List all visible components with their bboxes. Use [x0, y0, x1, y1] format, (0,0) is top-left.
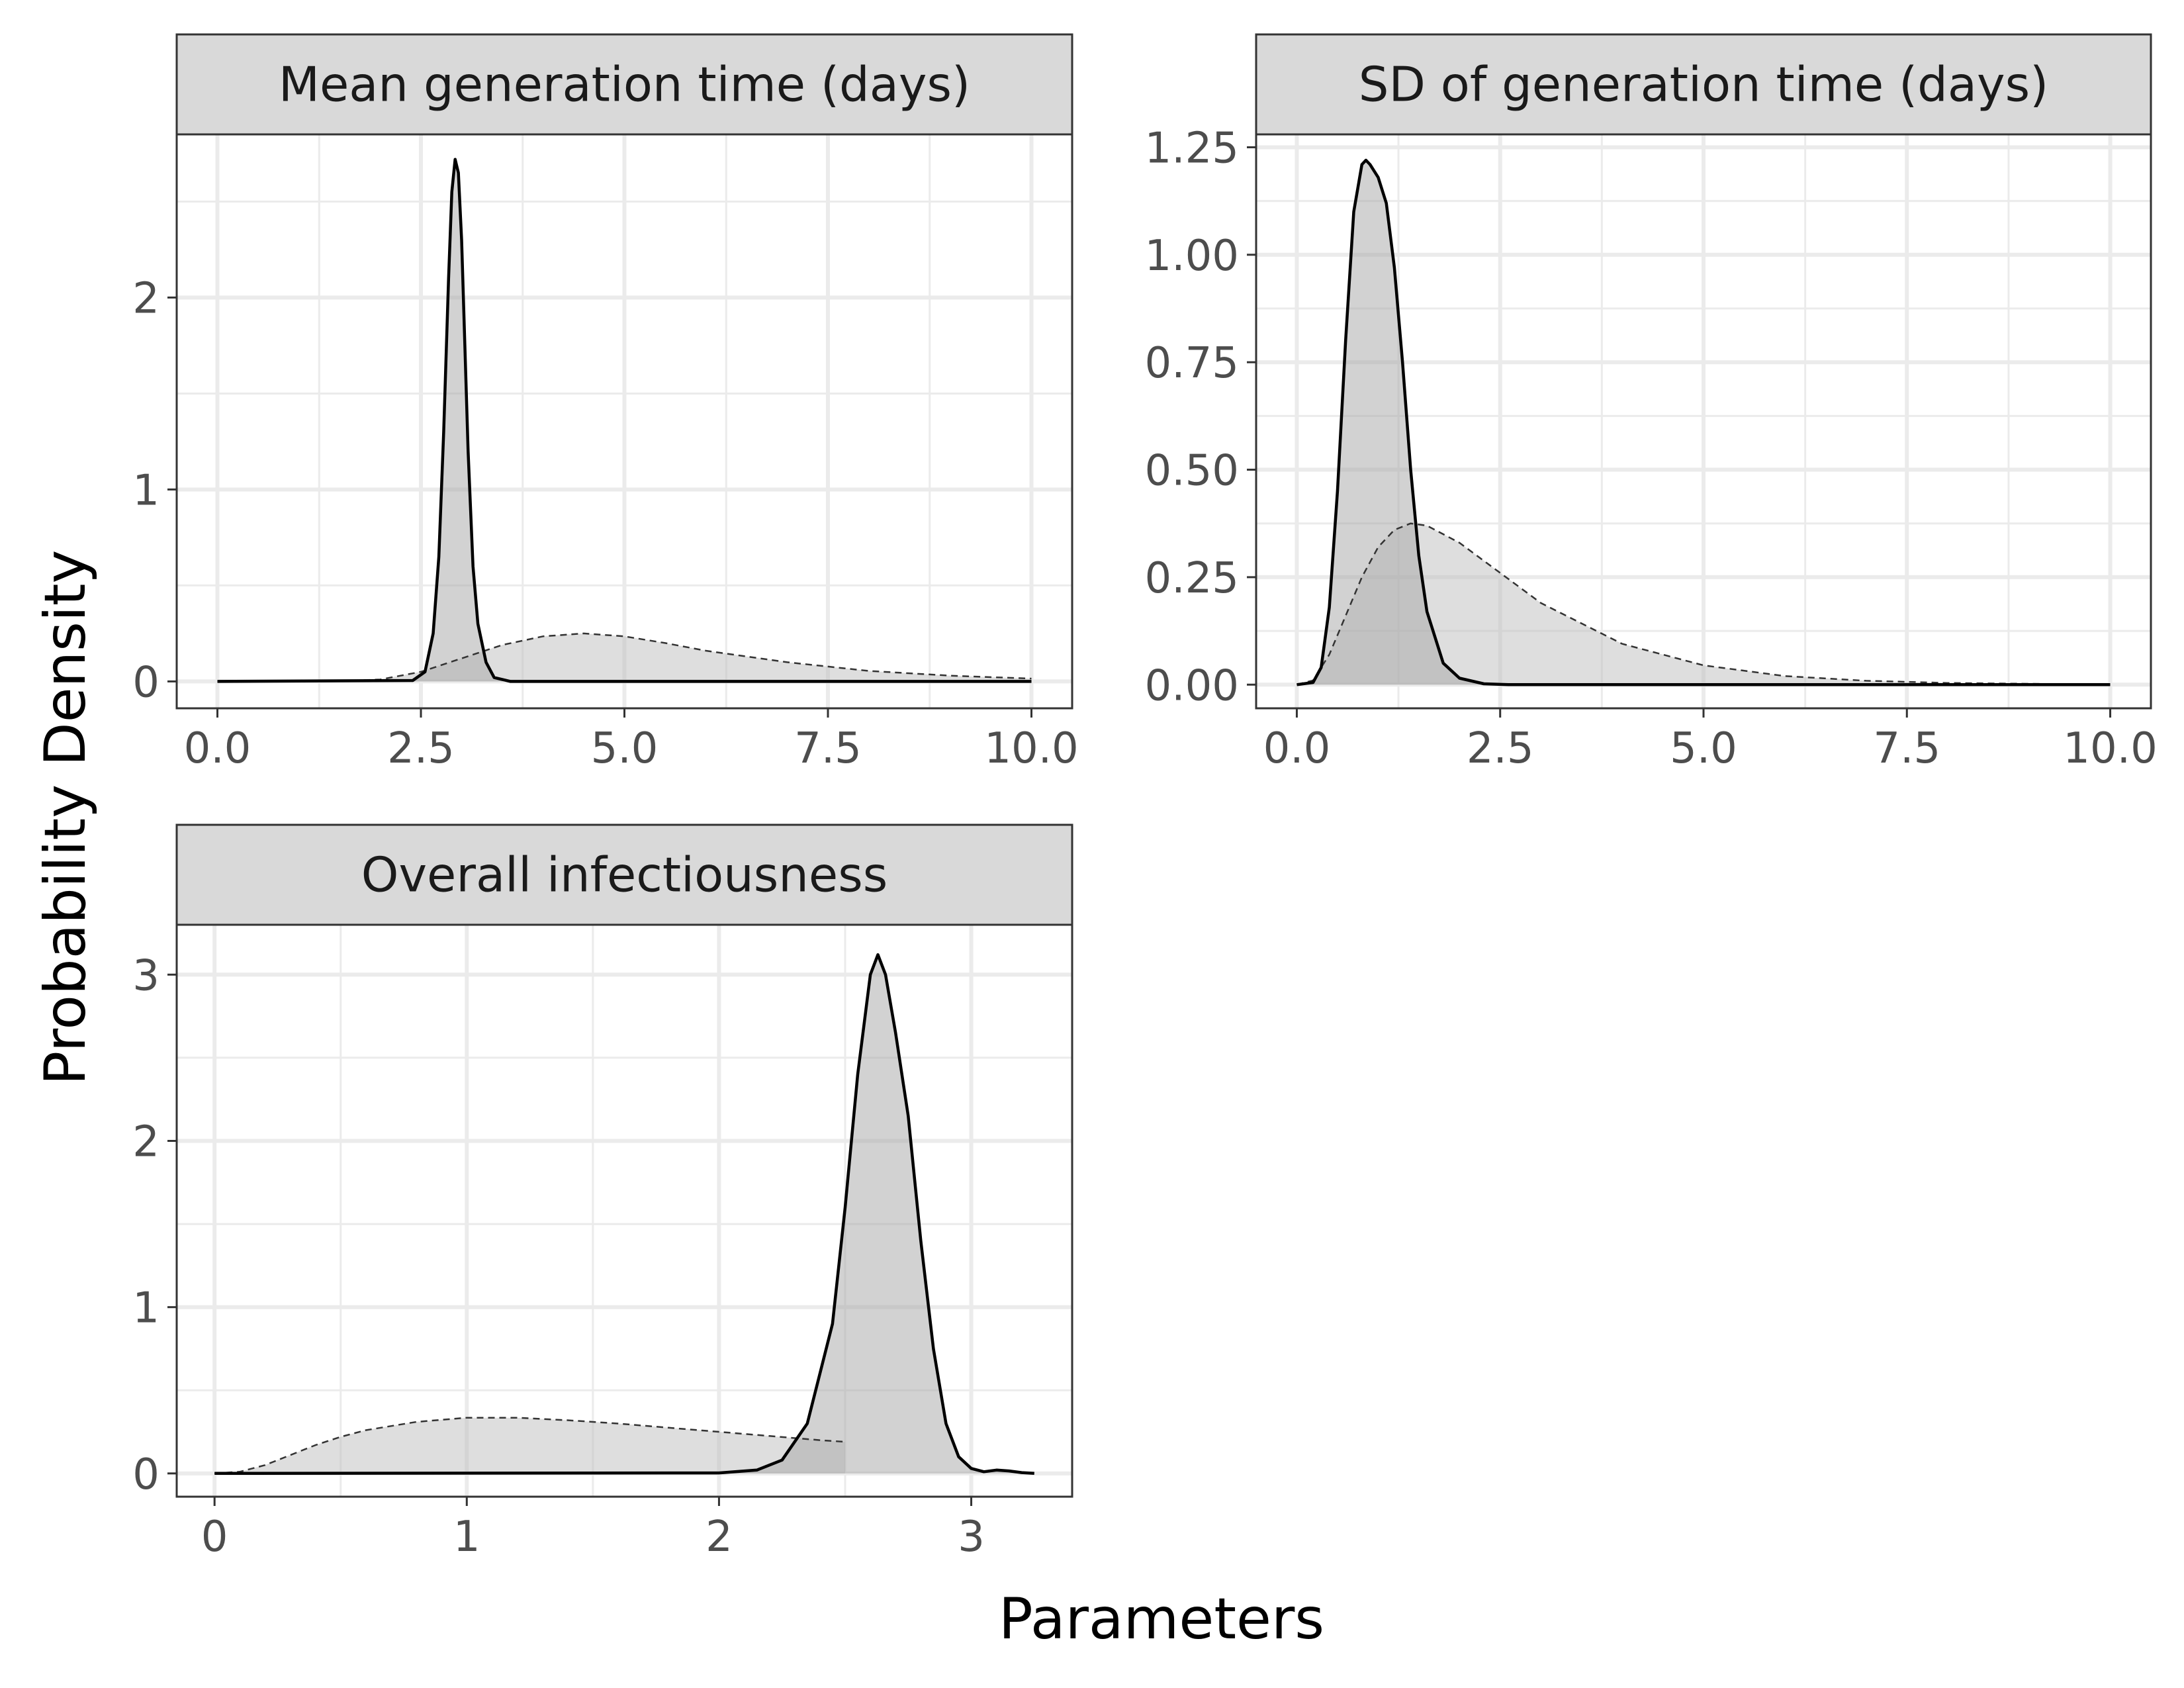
x-tick-label: 2: [705, 1513, 733, 1562]
x-tick-label: 5.0: [1670, 724, 1737, 773]
strip-title: Mean generation time (days): [279, 57, 970, 113]
x-tick-label: 2.5: [387, 724, 455, 773]
density-area-dashed: [1297, 523, 2070, 685]
strip-background: [175, 823, 1073, 926]
density-area-solid: [214, 955, 1034, 1474]
strip-title: SD of generation time (days): [1359, 57, 2048, 113]
x-tick-label: 3: [958, 1513, 985, 1562]
facet-panels: Mean generation time (days) 0.0 2.5 5.0 7.5 1…: [132, 33, 2158, 1562]
y-tick-label: 0.25: [1145, 554, 1240, 603]
y-tick-label: 1: [132, 1284, 159, 1333]
x-tick-label: 2.5: [1467, 724, 1534, 773]
x-tick-label: 0.0: [1263, 724, 1331, 773]
panel-sd-of-generation-time-days: SD of generation time (days) 0.0 2.5 5.0 7.5…: [1145, 33, 2158, 773]
y-tick-label: 1.25: [1145, 124, 1240, 173]
panel-overall-infectiousness: Overall infectiousness 0 1 2 3 0 1 2 3: [132, 823, 1073, 1562]
y-tick-label: 0.75: [1145, 339, 1240, 388]
strip-background: [1255, 33, 2152, 136]
y-tick-label: 1.00: [1145, 232, 1240, 281]
panel-mean-generation-time-days: Mean generation time (days) 0.0 2.5 5.0 7.5 1…: [132, 33, 1079, 773]
x-tick-label: 7.5: [1873, 724, 1940, 773]
density-curve-dashed: [217, 632, 1032, 682]
strip-title: Overall infectiousness: [361, 847, 887, 903]
y-tick-label: 0.00: [1145, 661, 1240, 710]
strip-background: [175, 33, 1073, 136]
y-tick-label: 0: [132, 658, 159, 707]
x-tick-label: 7.5: [794, 724, 862, 773]
x-tick-label: 5.0: [591, 724, 659, 773]
x-tick-label: 0: [201, 1513, 228, 1562]
x-tick-label: 0.0: [184, 724, 251, 773]
x-tick-label: 1: [453, 1513, 480, 1562]
y-axis-title: Probability Density: [32, 550, 99, 1086]
y-tick-label: 2: [132, 1118, 159, 1167]
y-tick-label: 0.50: [1145, 447, 1240, 496]
density-curve-dashed: [1297, 522, 2070, 686]
density-curve-solid: [217, 158, 1032, 683]
x-tick-label: 10.0: [2063, 724, 2158, 773]
density-area-dashed: [217, 633, 1032, 682]
y-tick-label: 1: [132, 466, 159, 515]
density-area-solid: [1297, 160, 2111, 685]
y-tick-label: 3: [132, 951, 159, 1000]
x-tick-label: 10.0: [984, 724, 1079, 773]
y-tick-label: 0: [132, 1450, 159, 1499]
x-axis-title: Parameters: [999, 1586, 1324, 1652]
density-curve-solid: [1297, 158, 2111, 686]
density-curve-dashed: [214, 1417, 846, 1475]
density-curve-solid: [214, 953, 1034, 1476]
density-area-dashed: [214, 1417, 845, 1474]
y-tick-label: 2: [132, 274, 159, 323]
